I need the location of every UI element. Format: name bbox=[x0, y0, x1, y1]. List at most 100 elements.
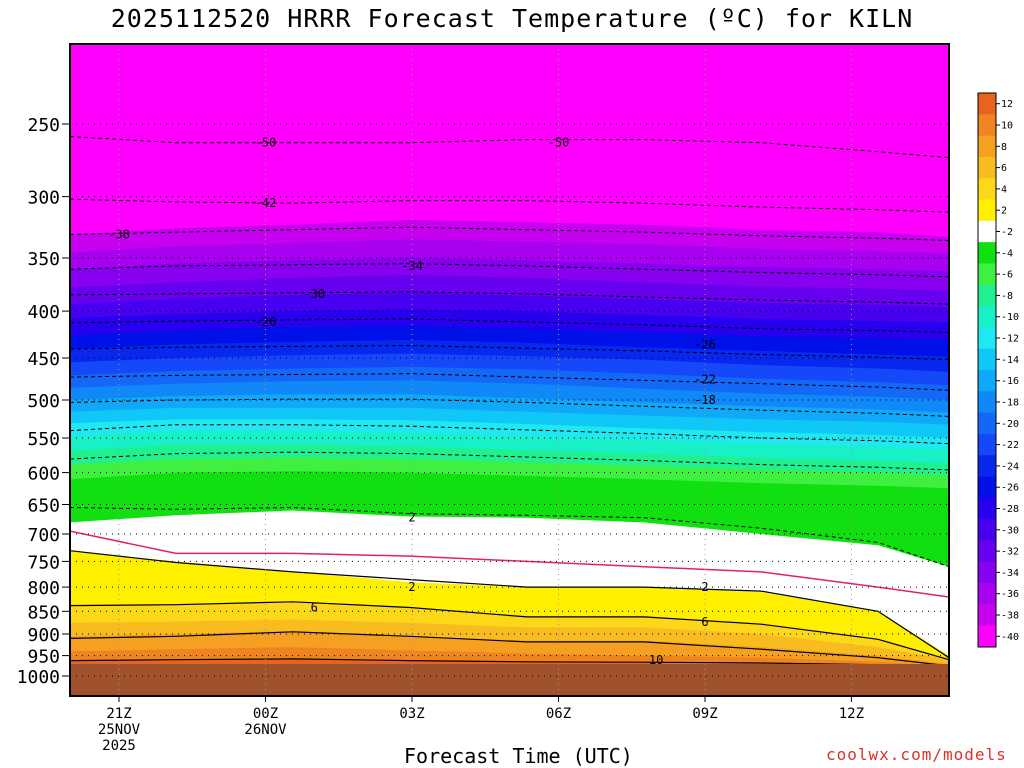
grid-lines bbox=[70, 44, 949, 696]
isotherm-contours bbox=[70, 136, 949, 669]
colorbar-swatch bbox=[978, 412, 996, 435]
y-tick-label: 650 bbox=[27, 496, 60, 517]
isotherm-positive bbox=[70, 601, 949, 661]
y-tick-label: 300 bbox=[27, 188, 60, 209]
y-tick-label: 800 bbox=[27, 578, 60, 599]
x-tick-label: 25NOV bbox=[98, 722, 141, 738]
isotherm-negative bbox=[70, 318, 949, 333]
isotherm-negative bbox=[70, 451, 949, 471]
colorbar-label: -4 bbox=[1001, 248, 1013, 259]
contour-label: -42 bbox=[255, 196, 277, 210]
contour-label: 6 bbox=[311, 601, 318, 615]
colorbar-label: 12 bbox=[1001, 99, 1013, 110]
contour-label: -26 bbox=[255, 315, 277, 329]
isotherm-negative bbox=[70, 198, 949, 213]
colorbar-swatch bbox=[978, 306, 996, 328]
colorbar-label: -24 bbox=[1001, 461, 1019, 472]
colorbar-label: -6 bbox=[1001, 270, 1013, 281]
isotherm-negative bbox=[70, 373, 949, 391]
colorbar-label: -20 bbox=[1001, 419, 1019, 430]
isotherm-negative bbox=[70, 506, 949, 568]
colorbar-label: -36 bbox=[1001, 589, 1019, 600]
y-tick-label: 1000 bbox=[17, 667, 60, 688]
colorbar-swatch bbox=[978, 199, 996, 222]
colorbar-swatch bbox=[978, 519, 996, 541]
y-tick-label: 550 bbox=[27, 429, 60, 450]
colorbar-swatch bbox=[978, 583, 996, 605]
y-tick-label: 600 bbox=[27, 464, 60, 485]
colorbar-label: 6 bbox=[1001, 163, 1007, 174]
y-tick-label: 950 bbox=[27, 647, 60, 668]
isotherm-negative bbox=[70, 226, 949, 241]
chart-title: 2025112520 HRRR Forecast Temperature (ºC… bbox=[110, 4, 914, 33]
colorbar-label: -12 bbox=[1001, 334, 1019, 345]
contour-label: -30 bbox=[303, 287, 325, 301]
colorbar-swatch bbox=[978, 540, 996, 563]
contour-label: -22 bbox=[694, 373, 716, 387]
y-tick-label: 750 bbox=[27, 552, 60, 573]
colorbar-swatch bbox=[978, 242, 996, 264]
colorbar-label: -30 bbox=[1001, 525, 1019, 536]
isotherm-negative bbox=[70, 424, 949, 445]
colorbar-label: 8 bbox=[1001, 142, 1007, 153]
contour-label: 2 bbox=[701, 580, 708, 594]
colorbar-label: 10 bbox=[1001, 121, 1013, 132]
y-tick-label: 350 bbox=[27, 249, 60, 270]
y-tick-label: 900 bbox=[27, 625, 60, 646]
x-tick-label: 09Z bbox=[692, 706, 717, 722]
colorbar-label: -2 bbox=[1001, 227, 1013, 238]
colorbar-swatch bbox=[978, 93, 996, 115]
colorbar-label: -16 bbox=[1001, 376, 1019, 387]
x-tick-label: 03Z bbox=[399, 706, 424, 722]
contour-label: 2 bbox=[408, 511, 415, 525]
colorbar-swatch bbox=[978, 220, 996, 243]
plot-frame bbox=[69, 43, 950, 697]
colorbar-swatch bbox=[978, 391, 996, 414]
pressure-axis: 2503003504004505005506006507007508008509… bbox=[17, 115, 70, 688]
colorbar-label: -8 bbox=[1001, 291, 1013, 302]
colorbar-swatch bbox=[978, 284, 996, 307]
colorbar-swatch bbox=[978, 263, 996, 286]
colorbar-swatch bbox=[978, 625, 996, 648]
colorbar-swatch bbox=[978, 433, 996, 456]
temperature-bands bbox=[70, 124, 949, 696]
colorbar-swatch bbox=[978, 604, 996, 627]
colorbar-label: -32 bbox=[1001, 547, 1019, 558]
contour-label: -50 bbox=[255, 136, 277, 150]
isotherm-negative bbox=[70, 136, 949, 159]
colorbar: 12 10 8 6 4 2 -2 -4 -6 -8 -10 -12 -14 -16 -18 -20 -22 -24… bbox=[977, 92, 1019, 648]
colorbar-swatch bbox=[978, 497, 996, 520]
colorbar-swatch bbox=[978, 327, 996, 350]
colorbar-swatch bbox=[978, 156, 996, 179]
colorbar-label: -40 bbox=[1001, 632, 1019, 643]
y-tick-label: 450 bbox=[27, 349, 60, 370]
isotherm-negative bbox=[70, 291, 949, 305]
x-tick-label: 2025 bbox=[102, 738, 136, 754]
ground-below-surface bbox=[70, 664, 949, 696]
colorbar-label: -34 bbox=[1001, 568, 1019, 579]
colorbar-swatch bbox=[978, 370, 996, 392]
colorbar-label: -38 bbox=[1001, 611, 1019, 622]
colorbar-swatch bbox=[978, 476, 996, 499]
colorbar-swatch bbox=[978, 114, 996, 137]
contour-label: 10 bbox=[649, 653, 663, 667]
contour-label: 6 bbox=[701, 615, 708, 629]
x-tick-label: 26NOV bbox=[244, 722, 287, 738]
contour-label: -18 bbox=[694, 393, 716, 407]
y-tick-label: 850 bbox=[27, 602, 60, 623]
colorbar-swatch bbox=[978, 178, 996, 201]
colorbar-label: -14 bbox=[1001, 355, 1019, 366]
colorbar-label: 4 bbox=[1001, 184, 1007, 195]
contour-label: -50 bbox=[548, 136, 570, 150]
contour-labels: -50 -50 -42 -38 -34 -30 -26 -26 -22 -18 2 2 2 6 6 10 bbox=[108, 136, 716, 668]
colorbar-swatch bbox=[978, 455, 996, 478]
x-tick-label: 21Z bbox=[106, 706, 131, 722]
contour-label: -38 bbox=[108, 228, 130, 242]
isotherm-negative bbox=[70, 344, 949, 361]
contour-label: -26 bbox=[694, 338, 716, 352]
contour-label: 2 bbox=[408, 580, 415, 594]
colorbar-label: 2 bbox=[1001, 206, 1007, 217]
x-axis-label: Forecast Time (UTC) bbox=[404, 744, 633, 768]
